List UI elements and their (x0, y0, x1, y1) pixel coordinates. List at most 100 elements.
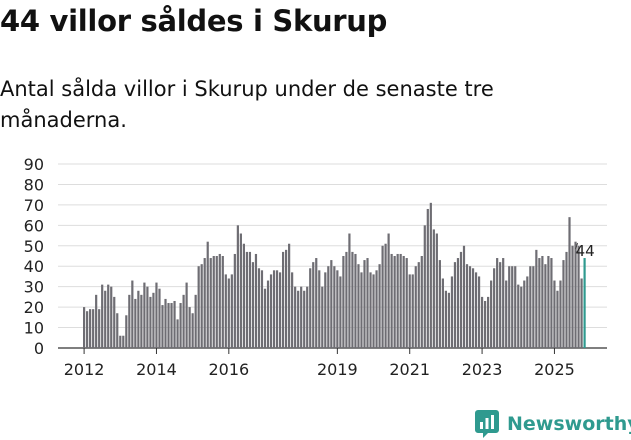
bar (191, 313, 194, 348)
newsworthy-logo-icon (475, 410, 499, 438)
bar (122, 335, 125, 348)
bar (212, 256, 215, 348)
bar (474, 272, 478, 348)
bar (357, 264, 360, 348)
annotations: 44 (575, 242, 595, 260)
newsworthy-brand: Newsworthy (475, 408, 631, 440)
bar (257, 268, 261, 348)
x-tick-label: 2021 (389, 360, 430, 379)
bar (101, 284, 104, 348)
bar (484, 300, 487, 348)
bar (125, 315, 128, 348)
bar (221, 256, 224, 348)
bar (218, 253, 221, 348)
bar (245, 251, 249, 348)
bar (140, 294, 143, 348)
bar (242, 243, 245, 348)
bar (248, 251, 252, 348)
bar (459, 251, 463, 348)
bar (161, 305, 164, 348)
y-tick-label: 70 (24, 196, 44, 215)
bar (128, 294, 131, 348)
x-tick-label: 2014 (136, 360, 177, 379)
bar (523, 280, 526, 348)
bar (369, 272, 372, 348)
bar (272, 270, 276, 348)
bar (263, 288, 267, 348)
bar (179, 303, 182, 348)
bar (535, 249, 538, 348)
bar (544, 264, 547, 348)
bar (309, 268, 312, 348)
bar (550, 258, 553, 348)
bar (411, 274, 414, 348)
bar (291, 272, 294, 348)
bar (333, 266, 336, 348)
y-tick-label: 10 (24, 319, 44, 338)
bar (496, 258, 499, 348)
bar (447, 292, 451, 348)
bar (206, 241, 209, 348)
bar (185, 282, 188, 348)
x-tick-label: 2023 (462, 360, 503, 379)
bar (176, 319, 179, 348)
bar (453, 262, 457, 348)
bar (493, 268, 496, 348)
bar (432, 229, 435, 348)
bar (152, 292, 155, 348)
bar (435, 233, 438, 348)
bar (414, 266, 417, 348)
bar (119, 335, 122, 348)
bar (366, 258, 369, 348)
y-tick-label: 20 (24, 298, 44, 317)
bar (194, 294, 197, 348)
bar (471, 268, 475, 348)
bar (89, 309, 92, 348)
bar (164, 298, 167, 348)
bar (390, 253, 393, 348)
bar (266, 280, 270, 348)
bar (342, 256, 345, 348)
bar (348, 233, 351, 348)
bar (426, 208, 429, 348)
y-tick-label: 30 (24, 278, 44, 297)
bar (275, 270, 279, 348)
bar (477, 276, 481, 348)
bar (188, 307, 191, 348)
bar (363, 260, 366, 348)
bar (517, 284, 520, 348)
bar (456, 258, 460, 348)
bar (236, 225, 239, 348)
bar (480, 296, 484, 348)
bar (278, 272, 282, 348)
bar (288, 243, 291, 348)
bar (116, 313, 119, 348)
bar (420, 256, 423, 348)
bar (514, 266, 517, 348)
bar (345, 251, 348, 348)
bars (83, 202, 586, 348)
bar (405, 258, 408, 348)
bar (577, 245, 580, 348)
bar (571, 245, 574, 348)
bar (294, 286, 297, 348)
x-axis-ticks: 2012 2014 2016 2019 2021 2023 2025 (64, 348, 575, 379)
bar (297, 290, 300, 348)
chart-subtitle: Antal sålda villor i Skurup under de sen… (0, 77, 494, 132)
annotation-leader (575, 242, 579, 250)
bar (487, 296, 490, 348)
bar (281, 251, 285, 348)
bar (330, 260, 333, 348)
bar (158, 288, 161, 348)
bar (170, 303, 173, 348)
bar (315, 258, 318, 348)
bar (499, 262, 502, 348)
bar (182, 294, 185, 348)
y-tick-label: 40 (24, 257, 44, 276)
bar (327, 266, 330, 348)
bar (155, 282, 158, 348)
bar (239, 233, 242, 348)
bar (465, 264, 469, 348)
bar (251, 262, 255, 348)
